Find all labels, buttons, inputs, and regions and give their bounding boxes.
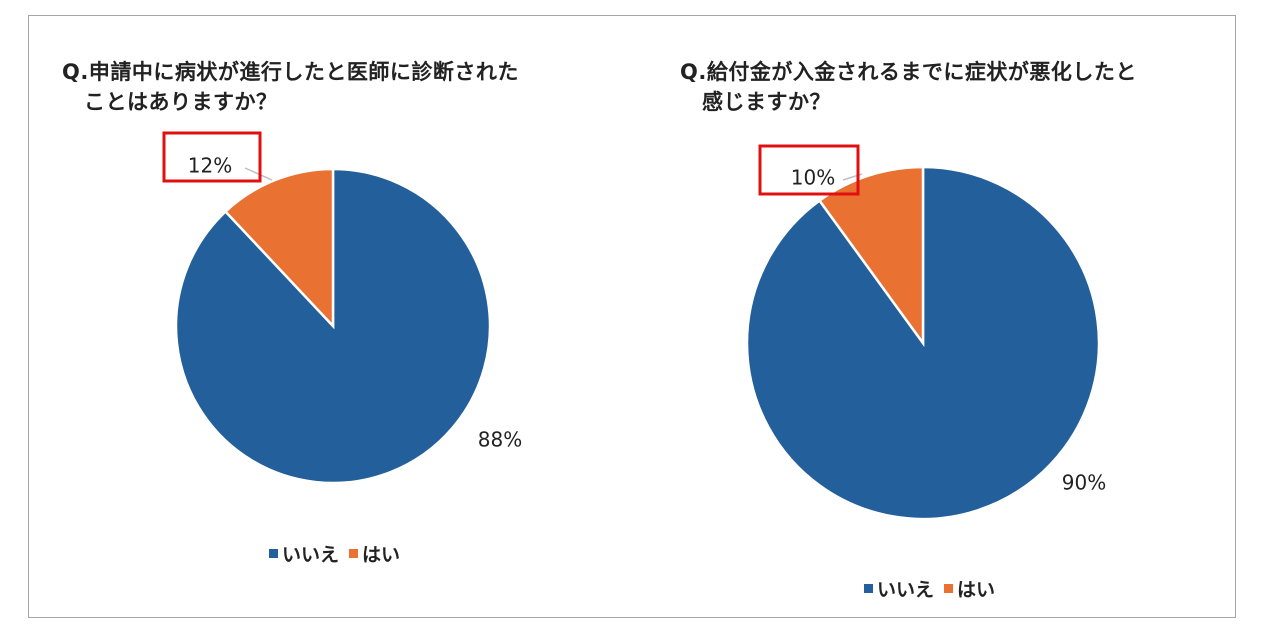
chart-2-slice-no [745,165,1101,521]
legend-swatch-no [864,584,873,593]
chart-2-slice-yes [817,165,925,347]
legend-swatch-no [269,549,278,558]
chart-1-title-line1: Q.申請中に病状が進行したと医師に診断された [62,60,519,84]
chart-2-label-no: 90% [1062,471,1106,495]
chart-2-legend-item-no: いいえ [864,579,934,601]
chart-2-legend: いいえ はい [864,575,1005,602]
chart-1-label-no: 88% [478,428,522,452]
chart-frame [28,15,1236,618]
chart-2-highlight-box [758,144,860,196]
chart-2-legend-item-yes: はい [944,579,995,601]
chart-1-highlight-box [162,131,262,183]
legend-label: はい [957,579,996,601]
chart-1-label-yes: 12% [188,154,232,178]
chart-1-title: Q.申請中に病状が進行したと医師に診断された ことはありますか？ [62,57,519,117]
legend-label: はい [362,544,401,566]
chart-1-legend: いいえ はい [269,540,410,567]
legend-swatch-yes [944,584,954,593]
chart-1-slice-yes [223,167,335,330]
chart-1-legend-item-yes: はい [349,544,400,566]
chart-2-title-line2: 感じますか？ [702,90,831,114]
chart-2-title-line1: Q.給付金が入金されるまでに症状が悪化したと [680,60,1137,84]
chart-1-legend-item-no: いいえ [269,544,339,566]
legend-label: いいえ [877,579,935,601]
legend-swatch-yes [349,549,359,558]
legend-label: いいえ [282,544,340,566]
chart-2-title: Q.給付金が入金されるまでに症状が悪化したと 感じますか？ [680,57,1137,117]
chart-2-label-yes: 10% [791,166,835,190]
chart-1-title-line2: ことはありますか？ [84,90,278,114]
